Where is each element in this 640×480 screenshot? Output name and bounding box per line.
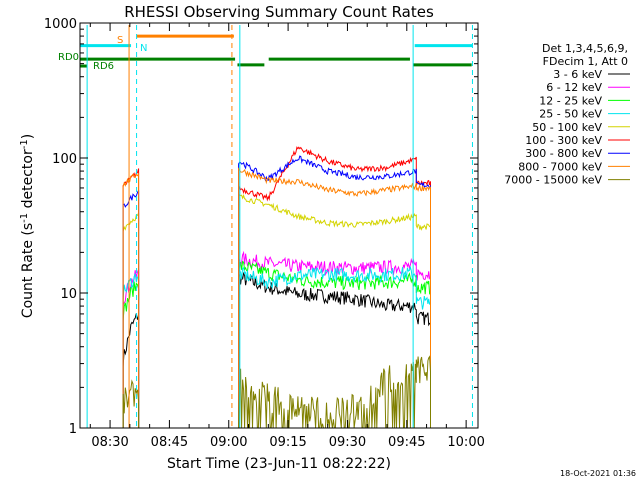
flag-bars: S N RD0 RD6 [58, 34, 473, 72]
x-tick-label: 09:15 [269, 435, 306, 450]
series-6 [122, 155, 431, 428]
y-tick-label: 1000 [44, 17, 77, 32]
axes-frame [79, 22, 479, 429]
legend-entry: 300 - 800 keV [525, 147, 602, 160]
legend-entry: 25 - 50 keV [539, 108, 602, 121]
x-tick-label: 10:00 [447, 435, 484, 450]
flag-label-rd0: RD0 [58, 52, 79, 63]
flag-label-rd6: RD6 [93, 61, 114, 72]
plot-area [122, 146, 431, 429]
legend-entry: 7000 - 15000 keV [504, 174, 602, 187]
x-tick-label: 09:00 [210, 435, 247, 450]
plot-frame [79, 22, 479, 429]
y-axis-label-main: Count Rate (s [20, 223, 36, 318]
y-tick-label: 100 [52, 152, 77, 167]
series-2 [122, 260, 431, 428]
flag-rd0 [80, 57, 472, 67]
y-axis-label-end: ) [20, 134, 36, 139]
series-4 [122, 192, 431, 428]
legend-entry: 6 - 12 keV [546, 81, 602, 94]
flag-label-s: S [117, 35, 123, 46]
x-tick-label: 08:30 [91, 435, 128, 450]
x-tick-label: 08:45 [151, 435, 188, 450]
legend: Det 1,3,4,5,6,9,FDecim 1, Att 03 - 6 keV… [504, 42, 630, 187]
vertical-markers [86, 25, 473, 428]
legend-entry: 50 - 100 keV [532, 121, 602, 134]
y-axis-label-sup2: -1 [19, 139, 30, 149]
legend-entry: 100 - 300 keV [525, 134, 602, 147]
y-axis-label-tail: detector [20, 149, 36, 213]
timestamp: 18-Oct-2021 01:36 [560, 469, 636, 478]
chart-title: RHESSI Observing Summary Count Rates [124, 3, 434, 21]
y-axis-ticks: 1 10 100 1000 [44, 17, 478, 437]
x-axis-ticks: 08:30 08:45 09:00 09:15 09:30 09:45 10:00 [89, 23, 485, 450]
y-tick-label: 1 [69, 422, 77, 437]
legend-entry: 3 - 6 keV [553, 68, 602, 81]
y-axis-label: Count Rate (s-1 detector-1) [19, 134, 36, 318]
flag-label-n: N [140, 43, 147, 54]
legend-entry: 800 - 7000 keV [518, 160, 602, 173]
series-7 [122, 167, 431, 428]
legend-header: FDecim 1, Att 0 [543, 55, 628, 68]
x-axis-label: Start Time (23-Jun-11 08:22:22) [167, 456, 391, 472]
series-8 [122, 355, 431, 429]
x-tick-label: 09:30 [329, 435, 366, 450]
y-axis-label-sup: -1 [19, 213, 30, 223]
y-tick-label: 10 [60, 287, 77, 302]
legend-header: Det 1,3,4,5,6,9, [542, 42, 628, 55]
legend-entry: 12 - 25 keV [539, 94, 602, 107]
x-tick-label: 09:45 [388, 435, 425, 450]
